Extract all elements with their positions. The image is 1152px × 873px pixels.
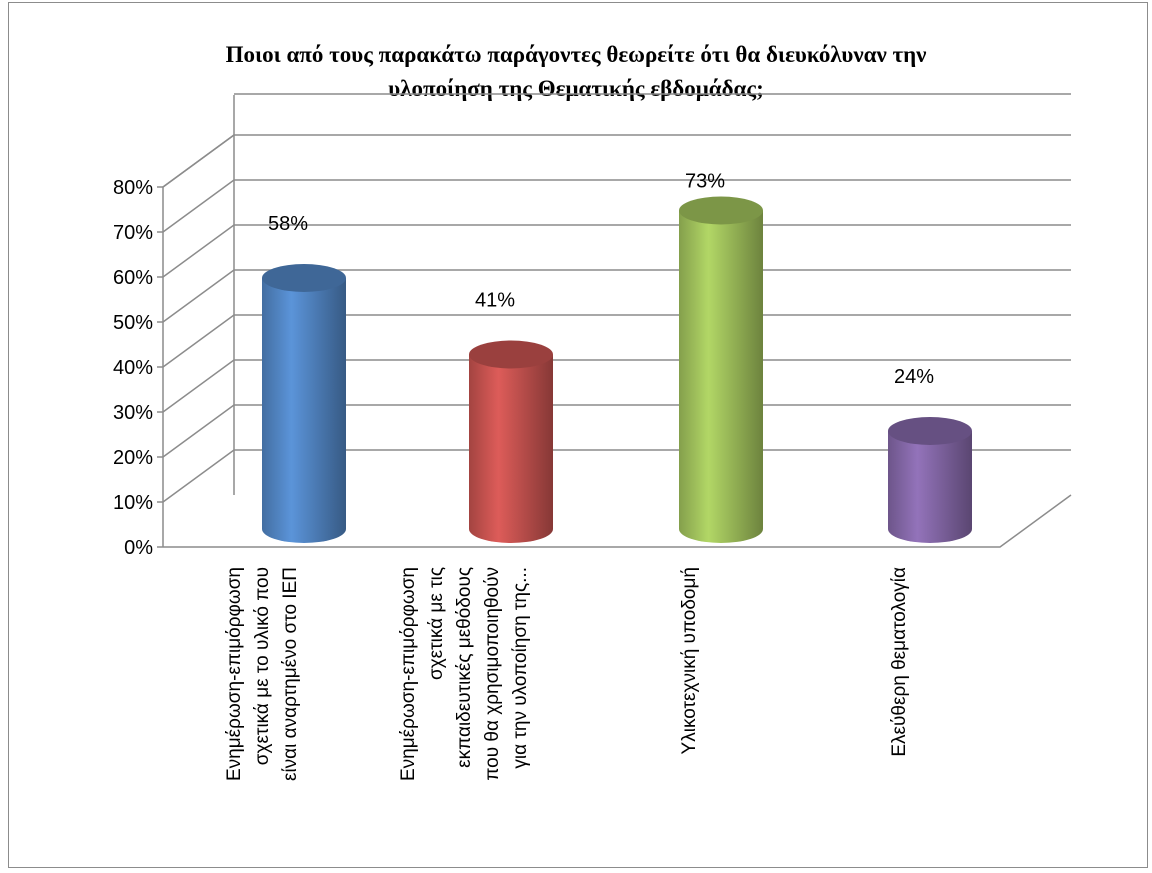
y-tick-label: 70% xyxy=(113,222,153,244)
chart-title-line-1: Ποιοι από τους παρακάτω παράγοντες θεωρε… xyxy=(225,42,927,67)
data-label: 58% xyxy=(268,213,308,235)
x-category-label-line: Υλικοτεχνική υποδομή xyxy=(679,567,700,754)
gridline xyxy=(162,179,1071,233)
bar-body xyxy=(679,210,763,543)
bar-top xyxy=(888,417,972,445)
x-category-label-line: είναι αναρτημένο στο ΙΕΠ xyxy=(280,567,301,781)
x-category-label-line: εκπαιδευτικές μεθόδους xyxy=(454,567,475,768)
gridline xyxy=(162,404,1071,458)
bar-body xyxy=(888,431,972,543)
y-tick-label: 0% xyxy=(124,537,153,559)
data-label: 41% xyxy=(475,290,515,312)
gridline xyxy=(162,359,1071,413)
y-tick-label: 80% xyxy=(113,177,153,199)
data-label: 24% xyxy=(894,366,934,388)
x-axis: Ενημέρωση-επιμόρφωση σχετικά με το υλικό … xyxy=(224,567,910,781)
bar-top xyxy=(262,264,346,292)
gridlines xyxy=(162,93,1071,503)
bar-top xyxy=(679,196,763,225)
y-tick-label: 50% xyxy=(113,312,153,334)
x-category-label-line: Ενημέρωση-επιμόρφωση xyxy=(398,567,419,781)
gridline xyxy=(162,449,1071,503)
x-category-label-line: που θα χρησιμοποιηθούν xyxy=(482,567,503,781)
x-category-label-line: σχετικά με τις xyxy=(426,567,447,680)
y-axis: 0% 10% 20% 30% 40% 50% 60% 70% 80% xyxy=(113,177,163,559)
bars xyxy=(262,196,972,543)
floor-edge xyxy=(163,494,1072,548)
bar xyxy=(262,264,346,543)
chart-title: Ποιοι από τους παρακάτω παράγοντες θεωρε… xyxy=(0,38,1152,106)
x-category-label: Ελεύθερη θεματολογία xyxy=(889,567,910,757)
chart-title-line-2: υλοποίηση της Θεματικής εβδομάδας; xyxy=(388,76,764,101)
gridline xyxy=(162,224,1071,278)
gridline xyxy=(162,269,1071,323)
data-label: 73% xyxy=(685,171,725,193)
y-tick-label: 20% xyxy=(113,447,153,469)
bar xyxy=(469,340,553,543)
y-tick-label: 60% xyxy=(113,267,153,289)
bar-body xyxy=(469,354,553,543)
x-category-label-line: σχετικά με το υλικό που xyxy=(252,567,273,765)
x-category-label-line: Ενημέρωση-επιμόρφωση xyxy=(224,567,245,781)
y-tick-label: 40% xyxy=(113,357,153,379)
bar-top xyxy=(469,340,553,369)
x-category-label-line: για την υλοποίηση της... xyxy=(510,567,531,769)
x-category-label: Υλικοτεχνική υποδομή xyxy=(679,567,700,754)
bar xyxy=(888,417,972,543)
gridline xyxy=(162,314,1071,368)
gridline xyxy=(162,134,1071,188)
y-tick-label: 30% xyxy=(113,402,153,424)
data-labels: 58% 41% 73% 24% xyxy=(268,171,934,389)
x-category-label: Ενημέρωση-επιμόρφωση σχετικά με το υλικό … xyxy=(224,567,301,781)
y-tick-label: 10% xyxy=(113,492,153,514)
x-category-label: Ενημέρωση-επιμόρφωση σχετικά με τις εκπαιδ… xyxy=(398,567,531,781)
x-category-label-line: Ελεύθερη θεματολογία xyxy=(889,567,910,757)
bar-body xyxy=(262,278,346,543)
bar xyxy=(679,196,763,543)
